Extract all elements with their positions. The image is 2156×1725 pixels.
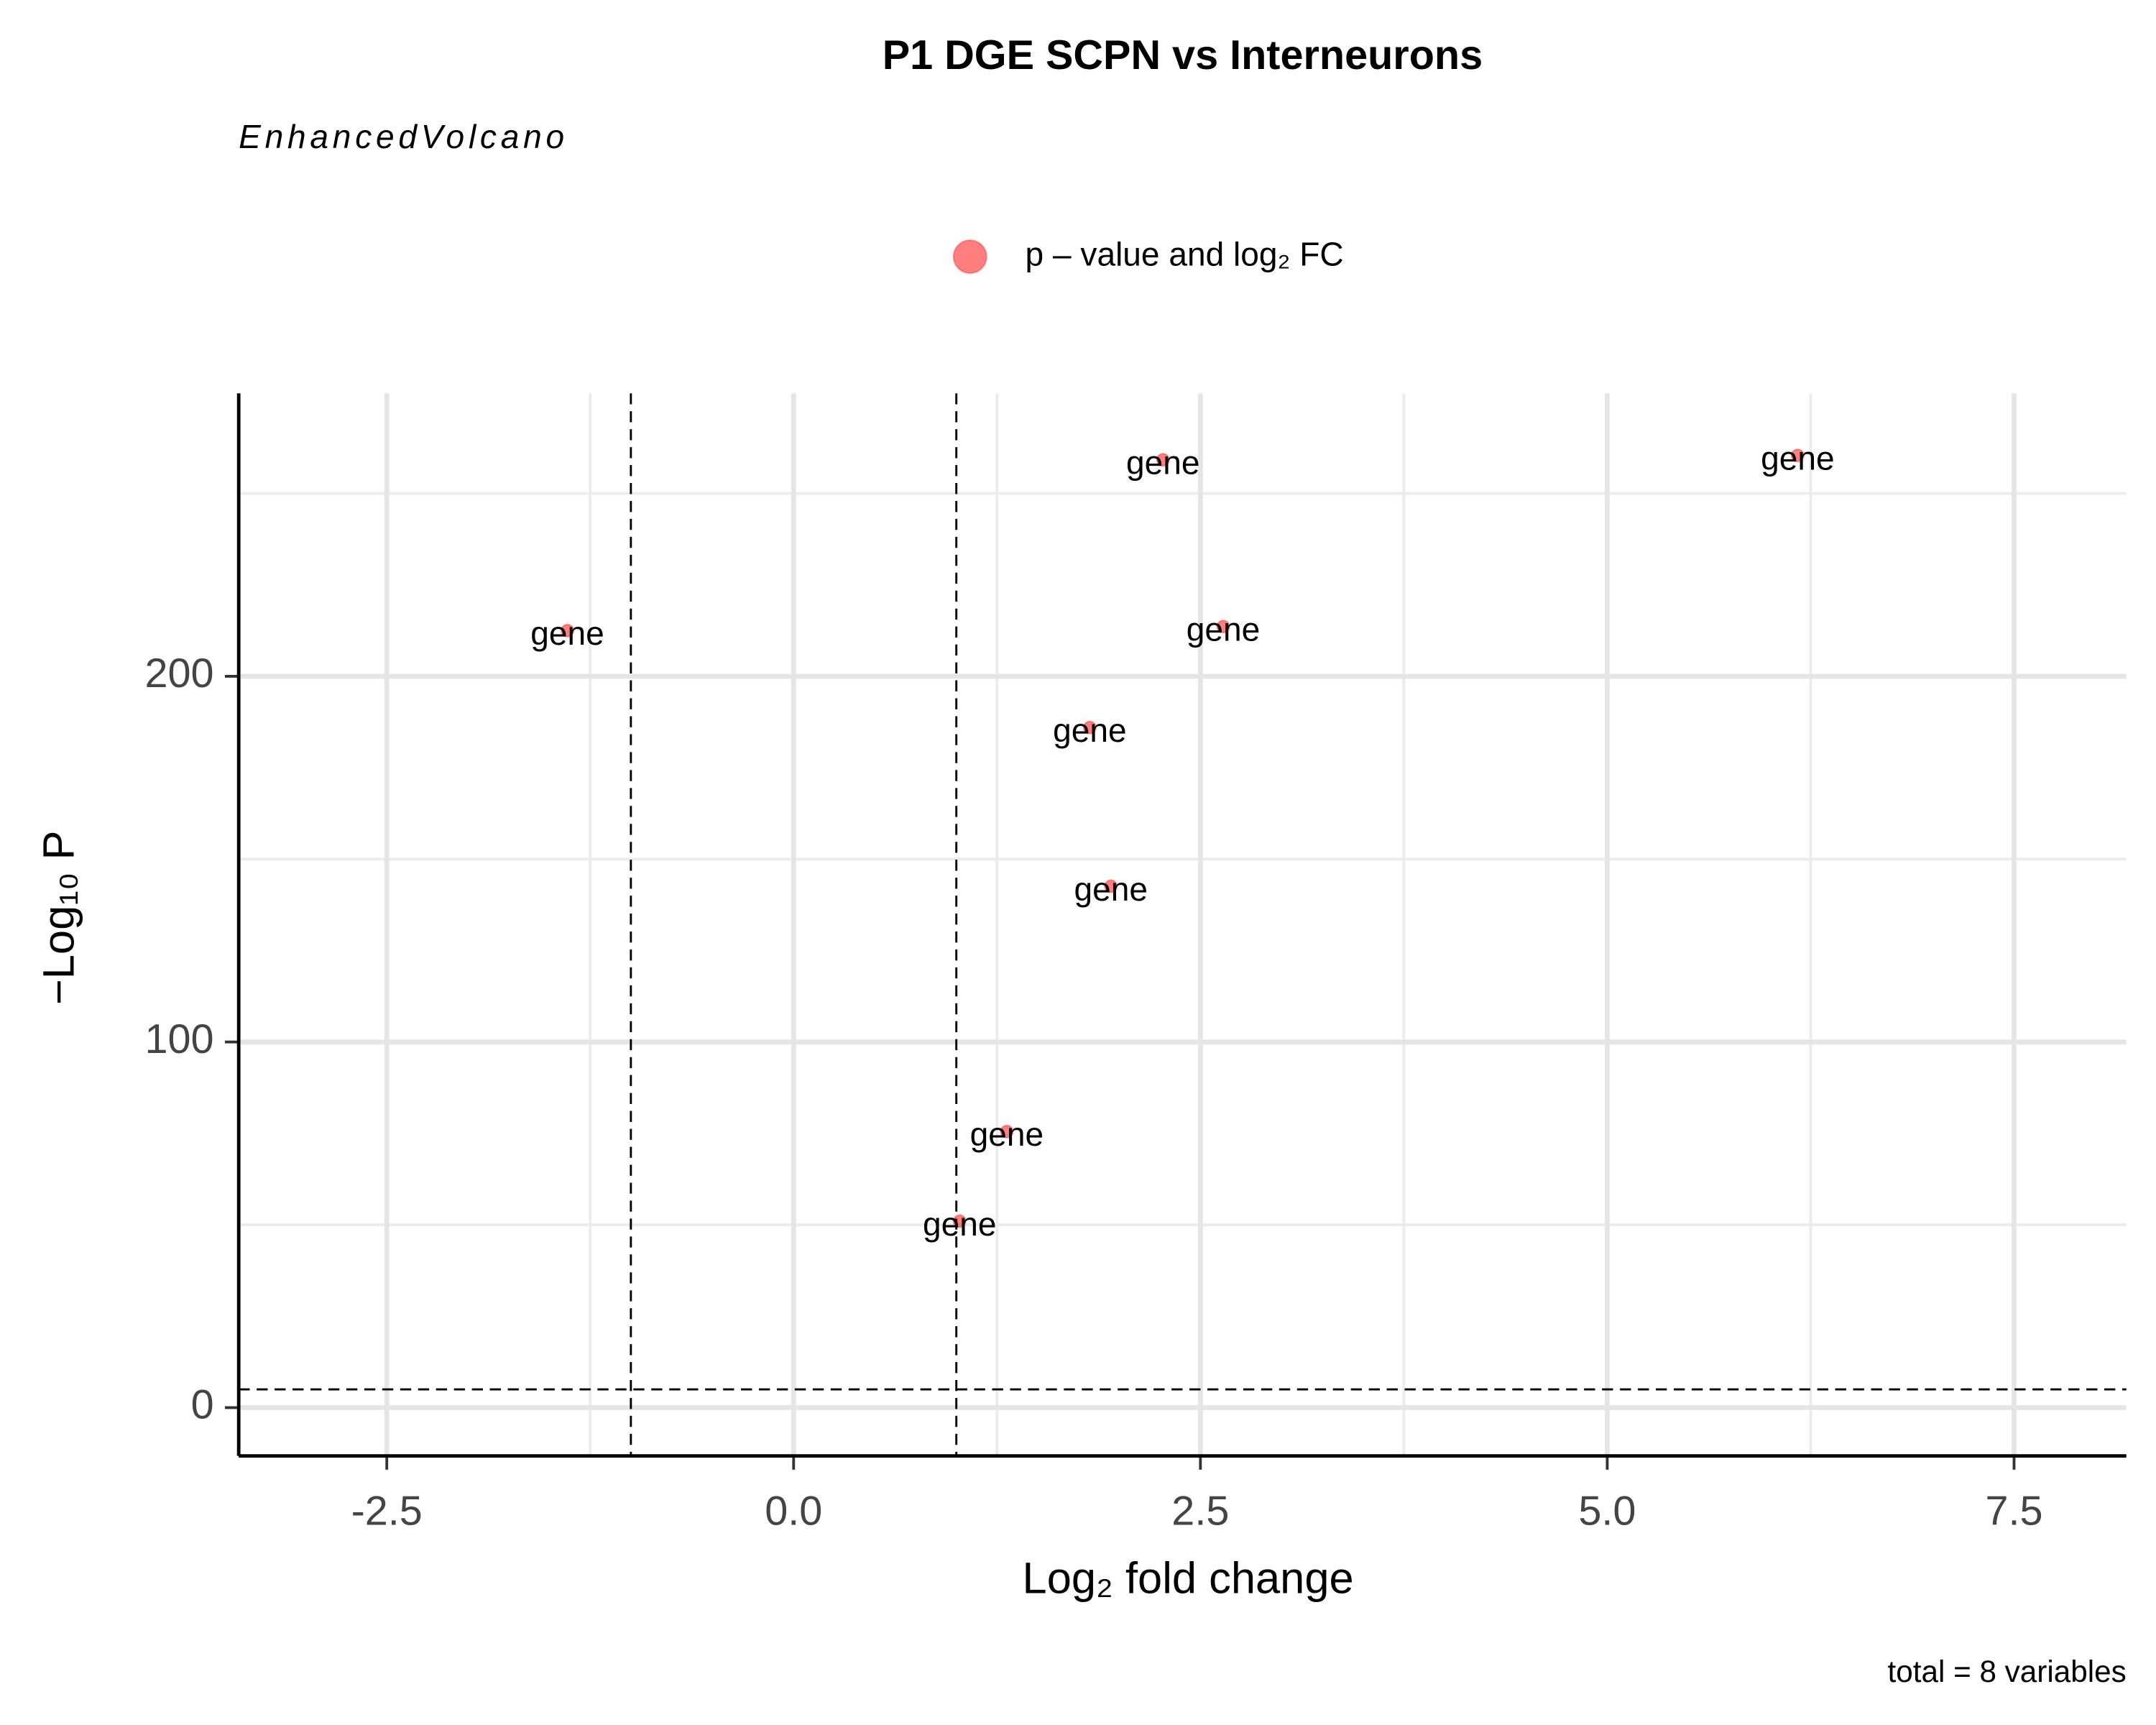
x-tick-label: 7.5 — [1985, 1488, 2042, 1534]
chart-subtitle: EnhancedVolcano — [239, 118, 568, 155]
x-tick-label: -2.5 — [351, 1488, 423, 1534]
point-label: gene — [1126, 444, 1200, 482]
caption: total = 8 variables — [1888, 1655, 2127, 1688]
point — [1216, 620, 1230, 634]
y-tick-label: 0 — [191, 1382, 214, 1428]
point — [560, 623, 575, 638]
x-tick-label: 5.0 — [1578, 1488, 1636, 1534]
point-label: gene — [1053, 712, 1127, 749]
legend-label: p – value and log₂ FC — [1026, 235, 1344, 272]
point-label: gene — [1187, 611, 1261, 648]
point-label: gene — [1074, 870, 1148, 908]
point — [1082, 720, 1097, 735]
x-tick-label: 0.0 — [765, 1488, 822, 1534]
y-tick-label: 100 — [145, 1016, 214, 1062]
chart-title: P1 DGE SCPN vs Interneurons — [883, 32, 1483, 78]
point — [1104, 879, 1118, 893]
point-label: gene — [530, 615, 604, 652]
x-tick-label: 2.5 — [1171, 1488, 1229, 1534]
point — [952, 1214, 967, 1228]
point — [1790, 448, 1805, 463]
y-axis-label: −Log₁₀ P — [34, 830, 84, 1005]
point-label: gene — [970, 1116, 1044, 1153]
point-label: gene — [923, 1205, 997, 1243]
legend-marker — [952, 239, 987, 275]
point-label: gene — [1761, 440, 1835, 477]
y-tick-label: 200 — [145, 650, 214, 696]
point — [1000, 1124, 1014, 1138]
point — [1156, 453, 1170, 467]
x-axis-label: Log₂ fold change — [1023, 1554, 1354, 1604]
